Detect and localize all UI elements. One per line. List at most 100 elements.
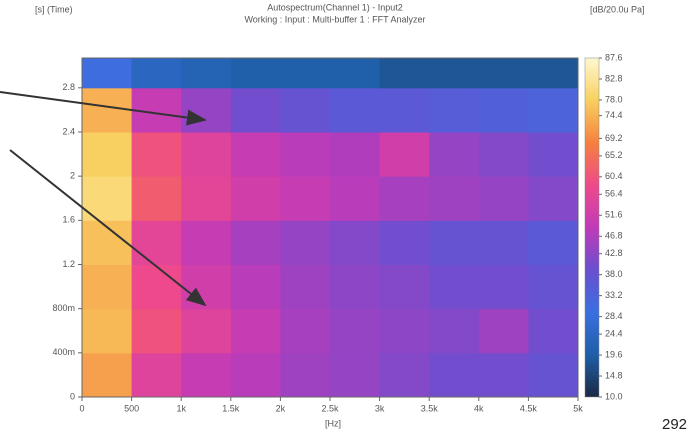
heatmap-cell [181,264,232,310]
heatmap-cell [429,131,480,177]
x-tick-label: 4k [474,403,484,413]
heatmap-cell [528,220,579,265]
heatmap-cell [230,58,281,89]
heatmap-cell [478,220,529,265]
x-tick-label: 2k [276,403,286,413]
heatmap-cell [131,220,182,265]
heatmap-cell [230,87,281,133]
heatmap-cell [230,176,281,221]
colorbar-tick-label: 69.2 [605,133,623,143]
heatmap-cell [379,220,430,265]
heatmap-cell [280,176,331,221]
y-tick-label: 0 [70,391,75,401]
heatmap-cell [478,58,529,89]
heatmap-cell [230,264,281,310]
heatmap-cell [82,352,133,398]
heatmap-cell [379,352,430,398]
heatmap-cell [230,308,281,354]
heatmap-cell [330,264,381,310]
x-tick-label: 3k [375,403,385,413]
y-tick-label: 800m [52,303,75,313]
heatmap-cell [181,58,232,89]
heatmap-cell [478,264,529,310]
heatmap-cell [82,131,133,177]
heatmap-cell [528,352,579,398]
heatmap-cell [181,87,232,133]
heatmap-cell [478,176,529,221]
colorbar-tick-label: 28.4 [605,311,623,321]
page-number: 292 [662,416,687,433]
heatmap-cell [131,176,182,221]
colorbar-tick-label: 14.8 [605,370,623,380]
heatmap-cell [528,131,579,177]
heatmap-cell [379,87,430,133]
heatmap-cell [429,264,480,310]
x-tick-label: 500 [124,403,139,413]
arrow [9,149,207,307]
heatmap-cell [429,352,480,398]
heatmap-cell [280,352,331,398]
colorbar-label: [dB/20.0u Pa] [590,4,645,14]
heatmap-cell [131,131,182,177]
colorbar-tick-label: 33.2 [605,290,623,300]
x-tick-label: 0 [79,403,84,413]
heatmap-cell [528,176,579,221]
heatmap-cell [181,220,232,265]
heatmap-cell [131,352,182,398]
heatmap-cell [280,264,331,310]
heatmap-cell [330,308,381,354]
chart-title: Autospectrum(Channel 1) - Input2 [267,2,403,12]
heatmap-cell [429,58,480,89]
heatmap-cell [181,176,232,221]
x-axis-label: [Hz] [325,418,341,428]
heatmap-cell [230,352,281,398]
chart-subtitle: Working : Input : Multi-buffer 1 : FFT A… [244,14,425,24]
heatmap [82,58,579,398]
x-tick-label: 1.5k [222,403,240,413]
heatmap-cell [379,58,430,89]
colorbar-tick-label: 51.6 [605,210,623,220]
colorbar-tick-label: 56.4 [605,189,623,199]
x-tick-label: 5k [573,403,583,413]
heatmap-cell [280,87,331,133]
x-tick-label: 4.5k [520,403,538,413]
y-tick-label: 2 [70,171,75,181]
x-tick-label: 1k [176,403,186,413]
heatmap-cell [330,87,381,133]
colorbar-tick-label: 65.2 [605,150,623,160]
heatmap-cell [280,58,331,89]
heatmap-cell [181,352,232,398]
heatmap-cell [131,308,182,354]
colorbar-tick-label: 19.6 [605,349,623,359]
x-tick-label: 3.5k [421,403,439,413]
heatmap-cell [82,87,133,133]
heatmap-cell [330,58,381,89]
x-tick-label: 2.5k [321,403,339,413]
colorbar-tick-label: 10.0 [605,391,623,401]
heatmap-cell [528,58,579,89]
heatmap-cell [478,308,529,354]
heatmap-cell [478,87,529,133]
heatmap-cell [330,352,381,398]
heatmap-cell [429,176,480,221]
colorbar-tick-label: 38.0 [605,269,623,279]
heatmap-cell [429,87,480,133]
colorbar-tick-label: 46.8 [605,231,623,241]
heatmap-cell [280,220,331,265]
heatmap-cell [429,220,480,265]
heatmap-cell [82,308,133,354]
colorbar-tick-label: 42.8 [605,248,623,258]
colorbar-tick-label: 60.4 [605,171,623,181]
heatmap-cell [280,308,331,354]
colorbar-tick-label: 24.4 [605,328,623,338]
heatmap-cell [330,131,381,177]
y-tick-label: 1.6 [62,215,75,225]
y-tick-label: 2.4 [62,126,75,136]
colorbar-tick-label: 87.6 [605,52,623,62]
heatmap-cell [379,308,430,354]
colorbar-tick-label: 78.0 [605,94,623,104]
heatmap-cell [379,131,430,177]
y-axis-label: [s] (Time) [35,4,73,14]
heatmap-cell [429,308,480,354]
